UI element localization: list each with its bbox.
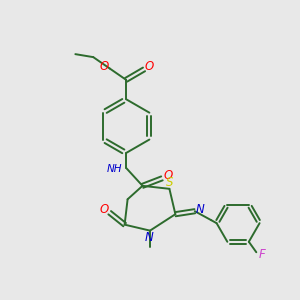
Text: O: O [163,169,172,182]
Text: O: O [99,202,108,216]
Text: S: S [166,176,174,189]
Text: F: F [258,248,265,261]
Text: N: N [145,231,154,244]
Text: O: O [100,61,109,74]
Text: N: N [196,203,204,216]
Text: O: O [145,61,154,74]
Text: NH: NH [107,164,122,174]
